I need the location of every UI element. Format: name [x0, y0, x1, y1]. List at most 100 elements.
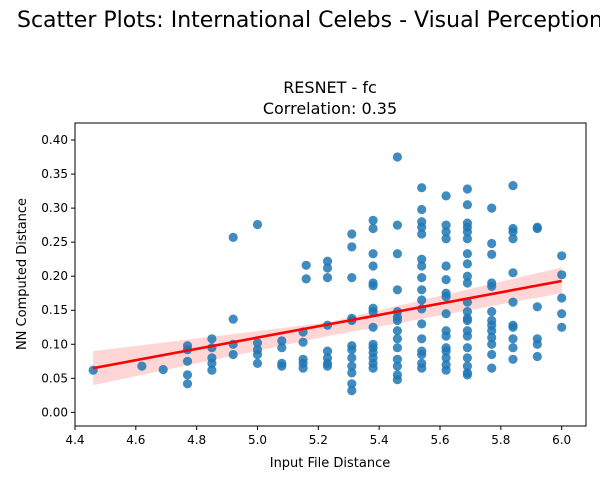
scatter-point	[462, 315, 472, 326]
scatter-point	[347, 379, 357, 389]
x-tick-label: 5.0	[248, 433, 267, 447]
scatter-point	[417, 319, 427, 329]
scatter-point	[301, 274, 311, 284]
scatter-point	[417, 273, 427, 283]
scatter-point	[508, 234, 518, 244]
scatter-point	[252, 349, 263, 360]
scatter-point	[487, 339, 497, 349]
scatter-point	[392, 375, 402, 385]
scatter-point	[462, 259, 472, 269]
y-tick-label: 0.20	[41, 269, 68, 283]
scatter-point	[462, 271, 472, 281]
scatter-point	[228, 232, 238, 242]
scatter-point	[277, 343, 287, 353]
scatter-point	[462, 278, 472, 288]
scatter-point	[277, 361, 287, 371]
scatter-point	[462, 331, 472, 341]
scatter-point	[392, 361, 402, 371]
scatter-point	[462, 353, 472, 363]
y-tick-label: 0.15	[41, 303, 68, 317]
scatter-point	[441, 261, 451, 271]
scatter-point	[347, 229, 357, 239]
scatter-point	[557, 251, 567, 261]
x-axis-label: Input File Distance	[270, 456, 391, 471]
scatter-point	[417, 183, 427, 193]
scatter-point	[487, 203, 497, 213]
scatter-point	[392, 343, 402, 353]
y-tick-label: 0.25	[41, 235, 68, 249]
scatter-point	[462, 343, 472, 353]
scatter-point	[441, 234, 451, 244]
scatter-point	[441, 191, 451, 201]
scatter-point	[462, 200, 472, 210]
scatter-point	[207, 358, 217, 368]
scatter-point	[228, 314, 238, 324]
scatter-point	[228, 349, 238, 360]
scatter-point	[417, 261, 427, 271]
scatter-point	[322, 346, 333, 356]
scatter-point	[368, 215, 378, 225]
y-tick-label: 0.35	[41, 167, 68, 181]
scatter-point	[441, 353, 451, 363]
scatter-point	[487, 326, 497, 336]
scatter-point	[347, 273, 357, 283]
scatter-point	[462, 227, 472, 237]
scatter-point	[392, 285, 402, 295]
scatter-point	[368, 261, 378, 271]
x-tick-label: 4.8	[187, 433, 206, 447]
scatter-point	[508, 354, 518, 364]
chart-title: RESNET - fc	[283, 78, 377, 97]
x-tick-label: 4.4	[65, 433, 84, 447]
scatter-point	[347, 345, 357, 355]
y-tick-label: 0.00	[41, 405, 68, 419]
scatter-point	[441, 292, 451, 302]
scatter-point	[137, 361, 147, 371]
scatter-point	[298, 363, 308, 373]
scatter-point	[487, 349, 497, 360]
y-tick-label: 0.30	[41, 201, 68, 215]
y-tick-label: 0.10	[41, 337, 68, 351]
plot-area	[88, 152, 567, 396]
scatter-point	[441, 309, 451, 319]
scatter-point	[417, 349, 427, 360]
scatter-point	[301, 260, 311, 270]
scatter-point	[392, 315, 402, 326]
scatter-point	[347, 361, 357, 371]
scatter-point	[557, 270, 567, 280]
scatter-point	[417, 363, 427, 373]
y-axis-label: NN Computed Distance	[15, 198, 30, 350]
scatter-point	[182, 379, 193, 389]
scatter-point	[392, 354, 402, 364]
scatter-point	[557, 322, 567, 332]
scatter-point	[487, 332, 497, 343]
scatter-point	[252, 358, 263, 368]
scatter-point	[532, 351, 542, 362]
scatter-point	[322, 256, 333, 266]
scatter-point	[417, 285, 427, 295]
scatter-point	[207, 334, 217, 344]
scatter-point	[392, 152, 402, 162]
scatter-point	[322, 273, 333, 283]
scatter-point	[368, 307, 378, 317]
scatter-point	[322, 361, 333, 371]
scatter-point	[532, 339, 542, 349]
scatter-point	[508, 322, 518, 332]
scatter-point	[508, 181, 518, 191]
scatter-point	[417, 295, 427, 305]
scatter-point	[347, 242, 357, 252]
x-tick-label: 5.4	[370, 433, 389, 447]
scatter-point	[182, 356, 193, 366]
scatter-point	[417, 254, 427, 264]
scatter-point	[368, 249, 378, 259]
scatter-point	[298, 337, 308, 347]
scatter-point	[487, 238, 497, 249]
scatter-point	[557, 309, 567, 319]
scatter-point	[252, 219, 263, 230]
scatter-point	[508, 343, 518, 353]
scatter-point	[252, 338, 263, 348]
scatter-point	[441, 227, 451, 237]
scatter-point	[508, 297, 518, 307]
scatter-point	[462, 249, 472, 259]
scatter-point	[508, 227, 518, 237]
scatter-point	[462, 307, 472, 317]
